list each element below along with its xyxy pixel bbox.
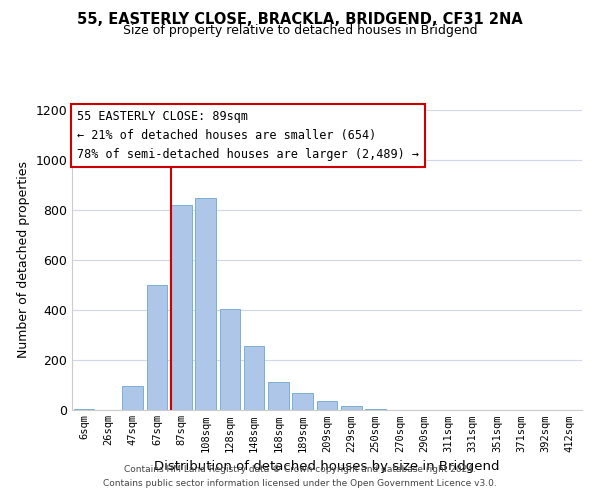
Bar — [146, 285, 167, 410]
Bar — [365, 409, 386, 410]
Bar — [195, 198, 216, 410]
Bar — [171, 205, 191, 410]
Bar — [292, 393, 313, 410]
Bar — [268, 382, 289, 410]
Bar — [74, 409, 94, 410]
Text: Size of property relative to detached houses in Bridgend: Size of property relative to detached ho… — [123, 24, 477, 37]
Text: 55, EASTERLY CLOSE, BRACKLA, BRIDGEND, CF31 2NA: 55, EASTERLY CLOSE, BRACKLA, BRIDGEND, C… — [77, 12, 523, 28]
Bar — [341, 406, 362, 410]
X-axis label: Distribution of detached houses by size in Bridgend: Distribution of detached houses by size … — [154, 460, 500, 473]
Bar — [317, 401, 337, 410]
Text: Contains HM Land Registry data © Crown copyright and database right 2024.
Contai: Contains HM Land Registry data © Crown c… — [103, 466, 497, 487]
Y-axis label: Number of detached properties: Number of detached properties — [17, 162, 30, 358]
Bar — [244, 346, 265, 410]
Text: 55 EASTERLY CLOSE: 89sqm
← 21% of detached houses are smaller (654)
78% of semi-: 55 EASTERLY CLOSE: 89sqm ← 21% of detach… — [77, 110, 419, 161]
Bar — [122, 386, 143, 410]
Bar — [220, 308, 240, 410]
